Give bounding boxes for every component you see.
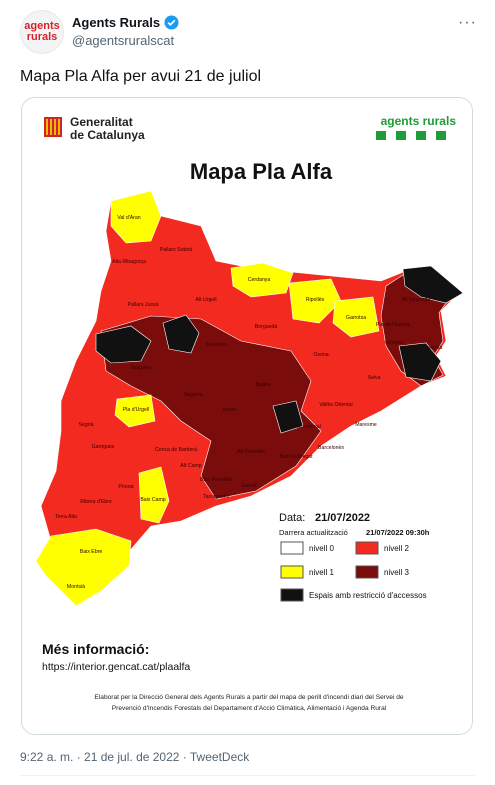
credits: Prevenció d'Incendis Forestals del Depar… [112,705,387,712]
region-label: Pallars Jussà [128,302,159,308]
legend-swatch [355,541,379,555]
legend-label: nivell 3 [384,568,409,577]
legend-label: nivell 2 [384,544,409,553]
region-label: Vallès Occidental [281,424,321,430]
map-title: Mapa Pla Alfa [190,159,333,184]
region-label: Garraf [242,483,257,489]
region-label: Conca de Barberà [155,447,197,453]
region-label: Anoia [222,407,235,413]
region-label: Vallès Oriental [319,402,352,408]
region-label: Pallars Sobirà [160,247,192,253]
region-label: Alt Empordà [402,297,431,303]
region-label: Alt Penedès [237,449,265,455]
region-label: Selva [368,375,381,381]
gencat-logo [44,117,62,137]
region-label: Barcelonès [318,445,344,451]
avatar-text: agents [24,20,60,32]
region-label: Alta Ribagorça [112,259,146,265]
region-label: Priorat [118,484,134,490]
region-label: Solsonès [205,342,227,348]
legend: nivell 0 nivell 2 nivell 1 nivell 3 Espa… [280,541,427,602]
region-label: Noguera [131,365,151,371]
region-label: Cerdanya [248,277,271,283]
more-button[interactable]: ··· [458,14,477,31]
divider [20,775,475,776]
region-label: Tarragonès [203,494,229,500]
legend-label: Espais amb restricció d'accessos [309,591,427,600]
region-label: Pla de l'Estany [376,322,411,328]
verified-badge [164,15,179,30]
region-label: Garrotxa [346,315,366,321]
update-label: Darrera actualització [279,528,348,537]
legend-swatch [280,565,304,579]
logo-text: de Catalunya [70,128,145,142]
catalonia-map [35,190,464,607]
legend-swatch [280,541,304,555]
tweet-text: Mapa Pla Alfa per avui 21 de juliol [20,68,262,85]
region-label: Ripollès [306,297,325,303]
region-label: Baix Penedès [200,477,232,483]
region-label: Ribera d'Ebre [80,499,112,505]
author-name[interactable]: Agents Rurals [72,15,179,30]
tweet-image[interactable]: Generalitat de Catalunya agents rurals M… [21,97,473,735]
region-label: Segrià [79,422,94,428]
region-label: Baix Empordà [410,345,443,351]
region-label: Berguedà [255,324,278,330]
region-label: Baix Llobregat [279,454,313,460]
more-info-label: Més informació: [42,641,149,657]
region-label: Baix Ebre [80,549,103,555]
region-label: Maresme [355,422,377,428]
region-label: Garrigues [92,444,115,450]
tweet-meta[interactable]: 9:22 a. m. · 21 de jul. de 2022 · TweetD… [20,750,250,764]
region-label: Segarra [184,392,203,398]
author-name-text: Agents Rurals [72,15,161,30]
update-value: 21/07/2022 09:30h [366,528,430,537]
region-label: Gironès [385,340,404,346]
region-label: Alt Urgell [195,297,216,303]
region-label: Pla d'Urgell [123,407,149,413]
region-label: Montsià [67,584,85,590]
region-label: Bages [256,382,271,388]
date-value: 21/07/2022 [315,512,370,524]
credits: Elaborat per la Direcció General dels Ag… [94,694,403,701]
brand-text: agents rurals [381,114,457,128]
logo-text: Generalitat [70,115,133,129]
author-handle[interactable]: @agentsruralscat [72,33,175,48]
brand-squares [376,131,446,140]
region-label: Val d'Aran [117,215,141,221]
region-labels: Val d'Aran Pallars Sobirà Alta Ribagorça Pa… [55,215,442,590]
legend-label: nivell 1 [309,568,334,577]
date-label: Data: [279,512,305,524]
region-label: Osona [313,352,328,358]
region-label: Alt Camp [180,463,201,469]
legend-label: nivell 0 [309,544,334,553]
more-info-url: https://interior.gencat.cat/plaalfa [42,661,190,673]
legend-swatch [280,588,304,602]
avatar-text: rurals [26,31,58,43]
region-label: Baix Camp [140,497,165,503]
map-image: Generalitat de Catalunya agents rurals M… [22,98,472,734]
legend-swatch [355,565,379,579]
avatar[interactable]: agents rurals [20,10,64,54]
region-label: Terra Alta [55,514,77,520]
